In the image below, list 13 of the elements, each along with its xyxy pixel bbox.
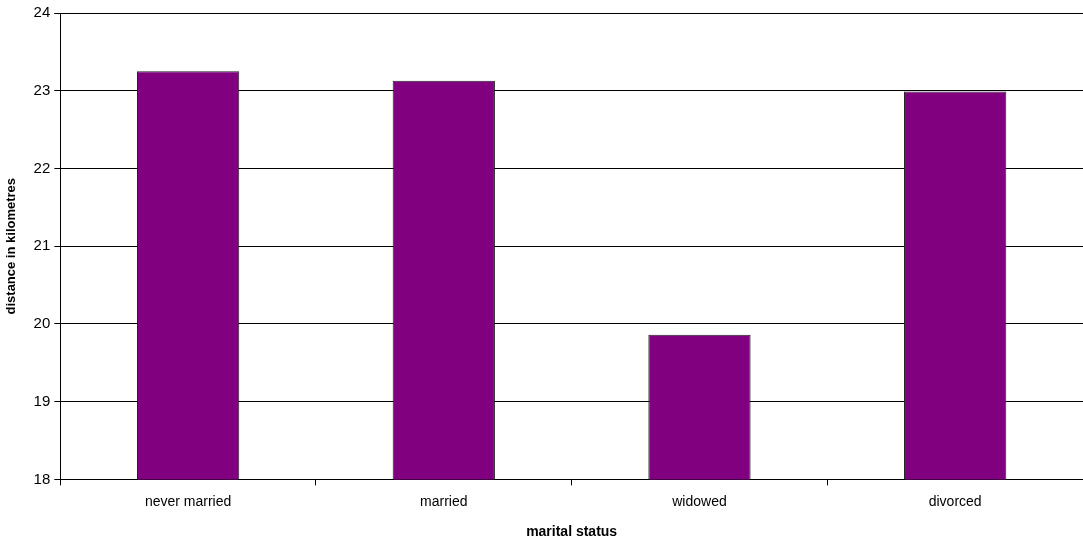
- x-tick-label: never married: [144, 492, 232, 509]
- x-axis-title: marital status: [526, 523, 618, 540]
- y-tick-label: 22: [33, 158, 51, 176]
- y-tick-label: 19: [33, 391, 51, 409]
- y-tick-label: 24: [33, 3, 51, 21]
- y-tick-label: 18: [33, 469, 51, 487]
- y-tick-label: 23: [33, 80, 51, 98]
- y-tick-label: 20: [33, 314, 51, 332]
- x-tick-label: married: [420, 492, 468, 509]
- y-axis-title: distance in kilometres: [3, 177, 19, 315]
- y-tick-label: 21: [33, 236, 51, 254]
- x-tick-label: widowed: [671, 492, 727, 509]
- x-tick-label: divorced: [928, 492, 982, 509]
